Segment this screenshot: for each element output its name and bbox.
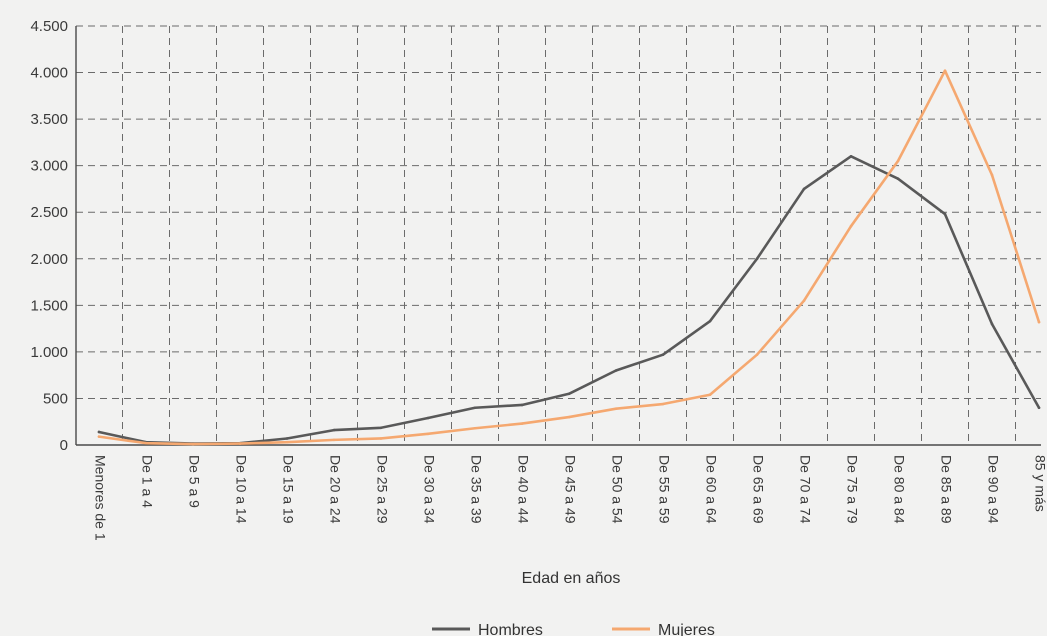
data-point-mujeres — [285, 440, 289, 444]
data-point-hombres — [661, 353, 665, 356]
data-point-mujeres — [896, 159, 900, 163]
data-point-mujeres — [520, 422, 524, 425]
y-tick-label: 1.500 — [30, 297, 68, 314]
x-tick-label: De 80 a 84 — [891, 455, 907, 524]
legend-label: Mujeres — [658, 622, 715, 636]
x-tick-label: De 20 a 24 — [327, 455, 343, 524]
data-point-mujeres — [661, 402, 665, 406]
x-tick-label: De 50 a 54 — [609, 455, 625, 524]
x-tick-label: De 45 a 49 — [562, 455, 578, 524]
x-tick-label: De 70 a 74 — [797, 455, 813, 524]
y-tick-label: 500 — [43, 390, 68, 407]
x-tick-label: De 90 a 94 — [985, 455, 1001, 524]
series-line-mujeres — [97, 69, 1041, 446]
data-point-mujeres — [238, 442, 242, 445]
data-point-hombres — [990, 322, 994, 326]
data-point-mujeres — [191, 442, 195, 446]
data-point-mujeres — [332, 438, 336, 442]
series-line-hombres — [97, 155, 1041, 445]
data-point-hombres — [802, 187, 806, 191]
y-tick-label: 4.000 — [30, 65, 68, 82]
data-point-hombres — [708, 319, 712, 323]
legend: Hombres Mujeres — [432, 622, 715, 636]
x-axis-title: Edad en años — [522, 570, 621, 587]
data-point-mujeres — [1037, 320, 1041, 324]
y-tick-label: 3.000 — [30, 158, 68, 175]
data-point-mujeres — [379, 437, 383, 440]
data-point-hombres — [426, 416, 430, 420]
data-point-hombres — [614, 369, 618, 372]
data-point-mujeres — [802, 299, 806, 302]
x-tick-label: De 65 a 69 — [750, 455, 766, 524]
x-tick-label: Menores de 1 — [92, 455, 108, 541]
grid-lines — [76, 25, 1041, 445]
data-point-mujeres — [990, 173, 994, 177]
y-tick-label: 2.000 — [30, 251, 68, 268]
data-point-hombres — [332, 428, 336, 432]
legend-label: Hombres — [478, 622, 543, 636]
x-tick-label: De 75 a 79 — [844, 455, 860, 524]
data-point-hombres — [97, 430, 101, 434]
x-tick-label: De 25 a 29 — [374, 455, 390, 524]
data-point-mujeres — [97, 435, 101, 438]
x-tick-label: De 35 a 39 — [468, 455, 484, 524]
data-point-mujeres — [849, 224, 853, 228]
data-point-mujeres — [144, 441, 148, 445]
data-point-hombres — [896, 177, 900, 181]
data-point-hombres — [473, 406, 477, 410]
data-point-hombres — [943, 212, 947, 216]
x-tick-label: De 5 a 9 — [186, 455, 202, 508]
data-point-mujeres — [708, 393, 712, 397]
data-point-hombres — [285, 437, 289, 440]
data-point-mujeres — [473, 426, 477, 430]
data-point-mujeres — [943, 69, 947, 72]
x-tick-label: De 55 a 59 — [656, 455, 672, 524]
x-tick-label: 85 y más — [1032, 455, 1047, 512]
data-point-mujeres — [567, 415, 571, 419]
data-point-hombres — [567, 392, 571, 396]
y-tick-label: 2.500 — [30, 204, 68, 221]
y-axis-tick-labels: 0 500 1.000 1.500 2.000 2.500 3.000 3.500 4.000 4… — [30, 18, 68, 454]
x-tick-label: De 85 a 89 — [938, 455, 954, 524]
data-point-hombres — [379, 426, 383, 430]
x-tick-label: De 40 a 44 — [515, 455, 531, 524]
x-tick-label: De 1 a 4 — [139, 455, 155, 508]
x-tick-label: De 60 a 64 — [703, 455, 719, 524]
data-point-hombres — [849, 155, 853, 158]
series-lines — [97, 69, 1041, 446]
x-tick-label: De 15 a 19 — [280, 455, 296, 524]
data-point-hombres — [520, 403, 524, 407]
data-point-hombres — [1037, 406, 1041, 410]
data-point-mujeres — [614, 407, 618, 410]
y-tick-label: 1.000 — [30, 344, 68, 361]
x-axis-tick-labels: Menores de 1 De 1 a 4 De 5 a 9 De 10 a 14 De… — [92, 455, 1047, 541]
x-tick-label: De 10 a 14 — [233, 455, 249, 524]
data-point-hombres — [755, 257, 759, 261]
axes — [75, 26, 1041, 446]
y-tick-label: 0 — [60, 437, 68, 454]
y-tick-label: 4.500 — [30, 18, 68, 35]
data-point-mujeres — [426, 432, 430, 436]
y-tick-label: 3.500 — [30, 111, 68, 128]
x-tick-label: De 30 a 34 — [421, 455, 437, 524]
data-point-mujeres — [755, 353, 759, 356]
